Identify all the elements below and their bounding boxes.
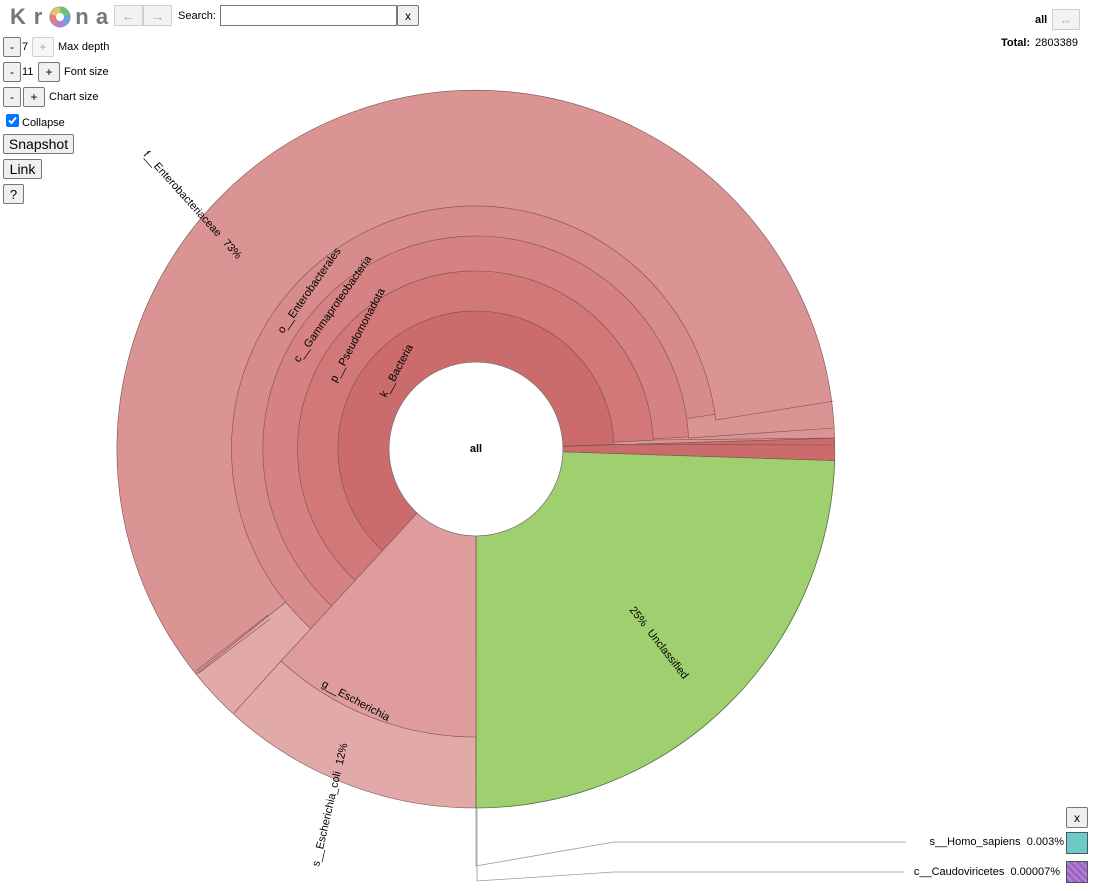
logo-letter-a: a xyxy=(95,4,109,29)
segment-bacteria-other-outer[interactable] xyxy=(475,437,836,461)
key-item-caudoviricetes[interactable]: c__Caudoviricetes 0.00007% xyxy=(914,866,1060,878)
key-item-homo-sapiens-percent: 0.003% xyxy=(1026,836,1064,848)
key-close-button[interactable]: x xyxy=(1066,807,1088,828)
forward-button[interactable]: → xyxy=(143,5,172,26)
key-item-homo-sapiens-name: s__Homo_sapiens xyxy=(929,836,1021,848)
total-count: Total: 2803389 xyxy=(1001,37,1078,49)
chart-size-plus-button[interactable]: + xyxy=(23,87,45,107)
search-label: Search: xyxy=(178,10,216,22)
label-escherichia-coli-percent: 12% xyxy=(334,742,351,766)
key-leader-line-caudoviricetes xyxy=(476,808,904,882)
logo-letter-r: r xyxy=(33,4,43,29)
search-input[interactable] xyxy=(220,5,397,26)
checkmark-icon xyxy=(8,116,17,125)
max-depth-value: 7 xyxy=(22,41,29,53)
krona-pie-icon xyxy=(49,6,71,28)
key-item-homo-sapiens[interactable]: s__Homo_sapiens 0.003% xyxy=(929,836,1064,848)
total-label: Total: xyxy=(1001,37,1031,49)
max-depth-label: Max depth xyxy=(58,41,110,53)
segment-escherichia-sliver xyxy=(195,614,269,672)
key-swatch-homo-sapiens[interactable] xyxy=(1066,832,1088,854)
collapse-label: Collapse xyxy=(22,117,65,129)
help-button[interactable]: ? xyxy=(3,184,24,204)
logo-letter-n: n xyxy=(75,4,89,29)
key-leader-line-homo-sapiens xyxy=(475,808,906,867)
chart-size-minus-button[interactable]: - xyxy=(3,87,21,107)
label-enterobacteriaceae-name: f__Enterobacteriaceae xyxy=(141,149,224,239)
total-value: 2803389 xyxy=(1035,37,1078,49)
segment-species-sliver xyxy=(198,618,271,674)
chart-center[interactable] xyxy=(388,361,564,537)
font-size-label: Font size xyxy=(64,66,109,78)
snapshot-button[interactable]: Snapshot xyxy=(3,134,74,154)
max-depth-plus-button[interactable]: + xyxy=(32,37,54,57)
key-item-caudoviricetes-percent: 0.00007% xyxy=(1010,866,1060,878)
font-size-value: 11 xyxy=(22,66,34,78)
selected-node-name: all xyxy=(1035,14,1048,26)
label-escherichia-coli-name: s__Escherichia_coli xyxy=(310,770,344,867)
key-swatch-caudoviricetes[interactable] xyxy=(1066,861,1088,883)
back-button[interactable]: ← xyxy=(114,5,143,26)
key-item-caudoviricetes-name: c__Caudoviricetes xyxy=(913,866,1005,878)
collapse-checkbox[interactable] xyxy=(6,114,19,127)
segment-unclassified[interactable] xyxy=(475,448,836,809)
segment-escherichia-genus-border xyxy=(233,660,282,714)
font-size-minus-button[interactable]: - xyxy=(3,62,21,82)
chart-size-label: Chart size xyxy=(49,91,99,103)
link-button[interactable]: Link xyxy=(3,159,42,179)
segment-sliver-lines xyxy=(613,400,835,446)
chart-center-label: all xyxy=(470,443,482,455)
logo-letter-k: K xyxy=(10,4,26,29)
search-clear-button[interactable]: x xyxy=(397,5,419,26)
expand-icon[interactable]: ↔ xyxy=(1052,9,1080,30)
font-size-plus-button[interactable]: + xyxy=(38,62,60,82)
max-depth-minus-button[interactable]: - xyxy=(3,37,21,57)
krona-logo: K r n a xyxy=(8,4,112,30)
